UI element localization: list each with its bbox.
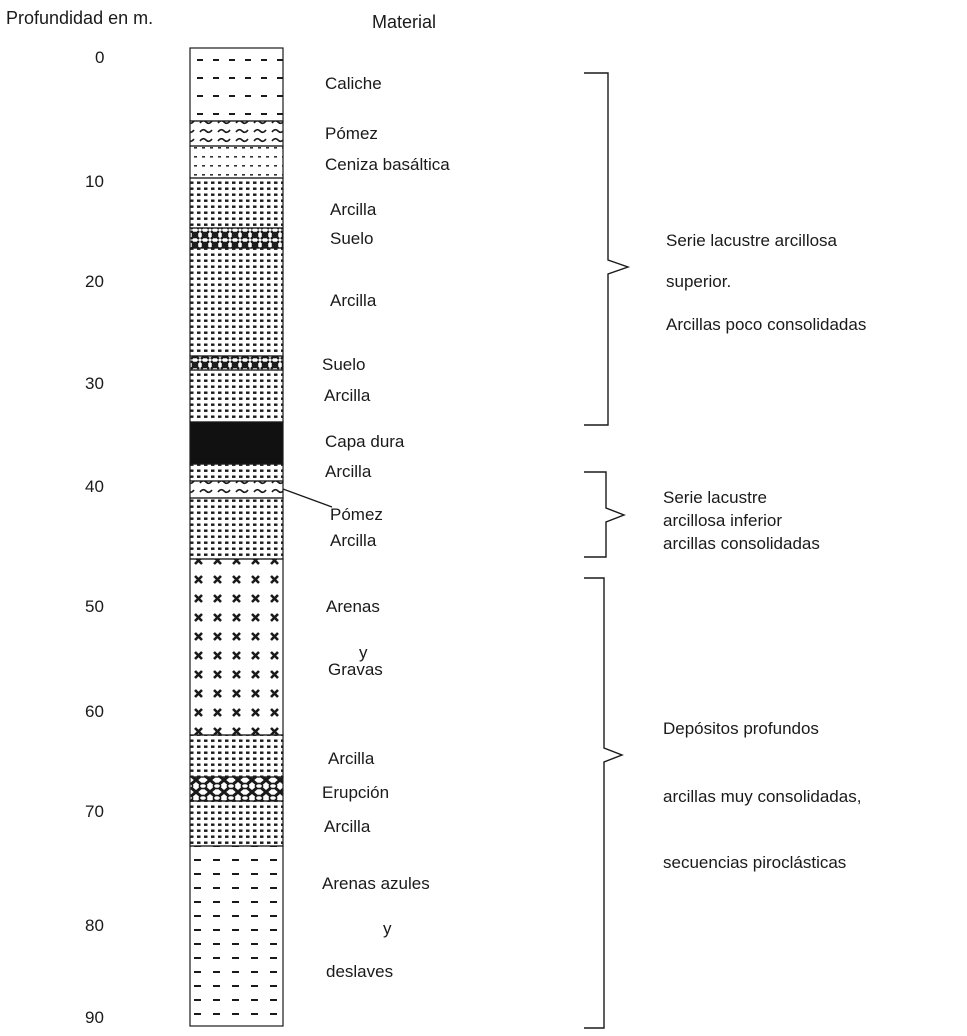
layer-arcilla — [189, 247, 284, 357]
depth-tick: 90 — [85, 1008, 104, 1027]
layer-arcilla — [189, 497, 284, 560]
strata-column — [189, 47, 284, 1027]
layer-caliche — [189, 47, 284, 122]
depth-tick: 40 — [85, 477, 104, 496]
depth-tick: 60 — [85, 702, 104, 721]
label-arcilla: Arcilla — [330, 200, 377, 219]
group-descriptions: Serie lacustre arcillosa superior. Arcil… — [663, 231, 866, 872]
label-y: y — [383, 919, 392, 938]
bracket-lower — [584, 471, 626, 558]
deep-deposits-line: arcillas muy consolidadas, — [663, 787, 861, 806]
lower-series-line: Serie lacustre — [663, 488, 767, 507]
material-labels: Caliche Pómez Ceniza basáltica Arcilla S… — [322, 74, 450, 981]
label-arcilla: Arcilla — [324, 386, 371, 405]
deep-deposits-line: Depósitos profundos — [663, 719, 819, 738]
depth-tick: 0 — [95, 48, 104, 67]
depth-tick: 80 — [85, 916, 104, 935]
group-brackets — [584, 72, 631, 1029]
layer-arenas-azules-deslaves — [189, 845, 284, 1027]
bracket-upper — [584, 72, 631, 426]
upper-series-line: superior. — [666, 272, 731, 291]
layer-arenas-gravas — [189, 558, 284, 736]
label-ceniza: Ceniza basáltica — [325, 155, 450, 174]
material-header: Material — [372, 12, 436, 32]
layer-suelo — [189, 355, 284, 371]
label-arcilla: Arcilla — [328, 749, 375, 768]
depth-tick: 30 — [85, 374, 104, 393]
depth-axis: 0 10 20 30 40 50 60 70 80 90 — [85, 48, 104, 1027]
label-arenas: Arenas — [326, 597, 380, 616]
bracket-deep — [584, 577, 624, 1029]
layer-erupcion — [189, 776, 284, 802]
label-erupcion: Erupción — [322, 783, 389, 802]
pomez-leader-line — [282, 488, 333, 508]
layer-arcilla — [189, 177, 284, 229]
label-arcilla: Arcilla — [325, 462, 372, 481]
upper-series-line: Arcillas poco consolidadas — [666, 315, 866, 334]
depth-tick: 50 — [85, 597, 104, 616]
upper-series-line: Serie lacustre arcillosa — [666, 231, 838, 250]
layer-arcilla — [189, 369, 284, 423]
label-arcilla: Arcilla — [324, 817, 371, 836]
depth-tick: 70 — [85, 802, 104, 821]
lower-series-line: arcillas consolidadas — [663, 534, 820, 553]
depth-tick: 20 — [85, 272, 104, 291]
lower-series-line: arcillosa inferior — [663, 511, 782, 530]
label-deslaves: deslaves — [326, 962, 393, 981]
label-pomez: Pómez — [325, 124, 378, 143]
depth-header: Profundidad en m. — [6, 8, 153, 28]
layer-arcilla — [189, 800, 284, 847]
deep-deposits-line: secuencias piroclásticas — [663, 853, 846, 872]
layer-suelo — [189, 227, 284, 249]
label-suelo: Suelo — [330, 229, 373, 248]
layer-pomez-upper — [189, 120, 284, 147]
layer-capa-dura — [189, 421, 284, 465]
layer-arcilla — [189, 734, 284, 778]
label-y: y — [359, 643, 368, 662]
label-arenas-azules: Arenas azules — [322, 874, 430, 893]
label-caliche: Caliche — [325, 74, 382, 93]
label-capa-dura: Capa dura — [325, 432, 405, 451]
label-pomez: Pómez — [330, 505, 383, 524]
depth-tick: 10 — [85, 172, 104, 191]
layer-pomez-lower — [189, 480, 284, 499]
label-gravas: Gravas — [328, 660, 383, 679]
layer-arcilla — [189, 463, 284, 482]
label-arcilla: Arcilla — [330, 291, 377, 310]
label-arcilla: Arcilla — [330, 531, 377, 550]
label-suelo: Suelo — [322, 355, 365, 374]
layer-ceniza-basaltica — [189, 145, 284, 179]
